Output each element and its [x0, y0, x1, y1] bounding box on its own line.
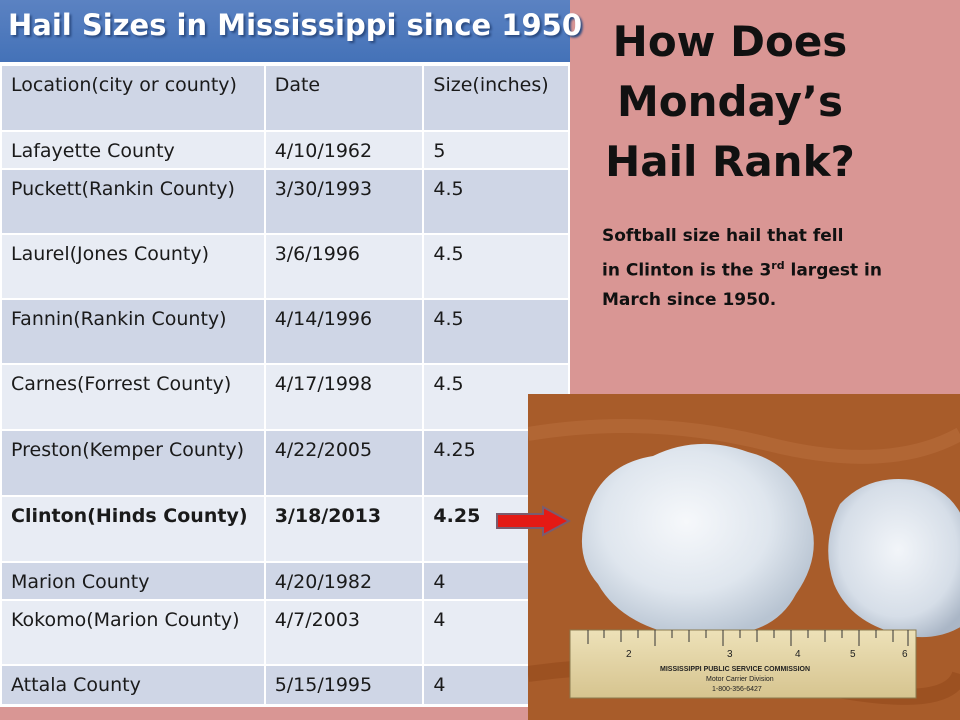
- caption-line-2-start: in Clinton is the 3: [602, 260, 772, 281]
- cell-size: 4.5: [422, 168, 570, 235]
- ruler-number: 5: [850, 649, 856, 660]
- header-size: Size(inches): [422, 64, 570, 132]
- table-row: Laurel(Jones County) 3/6/1996 4.5: [0, 233, 570, 300]
- cell-location: Clinton(Hinds County): [0, 495, 266, 563]
- cell-date: 3/30/1993: [263, 168, 425, 235]
- hail-table: Location(city or county) Date Size(inche…: [0, 64, 570, 706]
- cell-location: Lafayette County: [0, 130, 266, 170]
- headline: How Does Monday’s Hail Rank?: [598, 12, 862, 192]
- headline-line-2: Monday’s: [617, 77, 843, 126]
- table-row: Fannin(Rankin County) 4/14/1996 4.5: [0, 298, 570, 365]
- caption-ordinal-suffix: rd: [771, 259, 785, 272]
- table-header-row: Location(city or county) Date Size(inche…: [0, 64, 570, 132]
- cell-location: Carnes(Forrest County): [0, 363, 266, 431]
- table-row: Carnes(Forrest County) 4/17/1998 4.5: [0, 363, 570, 431]
- hailstone-photo: 2 3 4 5 6 MISSISSIPPI PUBLIC SERVICE COM…: [528, 394, 960, 720]
- cell-location: Fannin(Rankin County): [0, 298, 266, 365]
- cell-date: 4/22/2005: [263, 429, 425, 497]
- caption-line-3: March since 1950.: [602, 289, 777, 310]
- table-row: Lafayette County 4/10/1962 5: [0, 130, 570, 170]
- ruler-label-line-2: Motor Carrier Division: [706, 676, 774, 683]
- table-row: Kokomo(Marion County) 4/7/2003 4: [0, 599, 570, 666]
- ruler-label-line-1: MISSISSIPPI PUBLIC SERVICE COMMISSION: [660, 666, 810, 673]
- table-title: Hail Sizes in Mississippi since 1950: [8, 8, 583, 42]
- cell-date: 3/18/2013: [263, 495, 425, 563]
- cell-date: 4/17/1998: [263, 363, 425, 431]
- caption-text: Softball size hail that fell in Clinton …: [602, 222, 932, 315]
- ruler-number: 4: [795, 649, 801, 660]
- headline-line-3: Hail Rank?: [605, 137, 855, 186]
- cell-size: 4.5: [422, 233, 570, 300]
- caption-line-1: Softball size hail that fell: [602, 226, 844, 246]
- cell-date: 5/15/1995: [263, 664, 425, 706]
- large-hailstone: [581, 443, 814, 640]
- ruler: 2 3 4 5 6 MISSISSIPPI PUBLIC SERVICE COM…: [569, 629, 917, 699]
- header-location: Location(city or county): [0, 64, 266, 132]
- ruler-number: 2: [626, 649, 632, 660]
- cell-size: 5: [422, 130, 570, 170]
- cell-location: Attala County: [0, 664, 266, 706]
- second-hailstone: [828, 479, 960, 638]
- hail-table-panel: Hail Sizes in Mississippi since 1950 Loc…: [0, 0, 582, 707]
- highlight-arrow-icon: [496, 505, 571, 537]
- cell-date: 4/20/1982: [263, 561, 425, 601]
- cell-location: Kokomo(Marion County): [0, 599, 266, 666]
- ruler-label-line-3: 1-800-356-6427: [712, 686, 762, 693]
- table-row: Puckett(Rankin County) 3/30/1993 4.5: [0, 168, 570, 235]
- ruler-number: 3: [727, 649, 733, 660]
- table-row: Marion County 4/20/1982 4: [0, 561, 570, 601]
- cell-date: 3/6/1996: [263, 233, 425, 300]
- cell-size: 4.5: [422, 298, 570, 365]
- cell-location: Marion County: [0, 561, 266, 601]
- headline-line-1: How Does: [612, 17, 848, 66]
- cell-location: Laurel(Jones County): [0, 233, 266, 300]
- cell-location: Preston(Kemper County): [0, 429, 266, 497]
- cell-date: 4/7/2003: [263, 599, 425, 666]
- table-title-banner: Hail Sizes in Mississippi since 1950: [0, 0, 582, 64]
- table-row: Attala County 5/15/1995 4: [0, 664, 570, 706]
- caption-line-2-end: largest in: [784, 260, 883, 281]
- ruler-number: 6: [902, 649, 908, 660]
- cell-date: 4/14/1996: [263, 298, 425, 365]
- hailstone-illustration: 2 3 4 5 6 MISSISSIPPI PUBLIC SERVICE COM…: [528, 394, 960, 720]
- caption-line-2: in Clinton is the 3rd largest in: [602, 251, 932, 286]
- header-date: Date: [263, 64, 425, 132]
- table-row: Preston(Kemper County) 4/22/2005 4.25: [0, 429, 570, 497]
- cell-date: 4/10/1962: [263, 130, 425, 170]
- table-row-highlighted: Clinton(Hinds County) 3/18/2013 4.25: [0, 495, 570, 563]
- cell-location: Puckett(Rankin County): [0, 168, 266, 235]
